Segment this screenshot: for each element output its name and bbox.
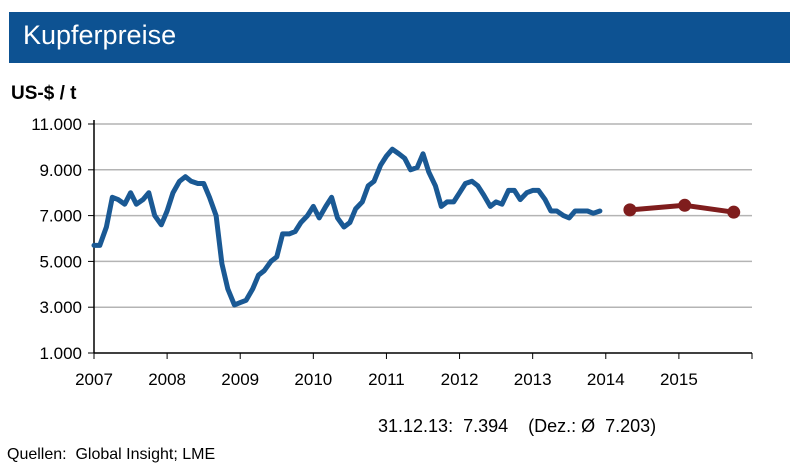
copper-price-line — [91, 146, 603, 308]
forecast-point — [678, 198, 692, 212]
x-tick-label: 2009 — [221, 370, 259, 389]
y-tick-label: 5.000 — [39, 252, 82, 271]
y-tick-label: 7.000 — [39, 207, 82, 226]
y-axis-unit-label: US-$ / t — [11, 83, 77, 104]
forecast-point — [623, 203, 637, 217]
y-tick-label: 1.000 — [39, 344, 82, 363]
x-tick-label: 2011 — [368, 370, 405, 389]
x-tick-label: 2007 — [75, 370, 113, 389]
copper-price-chart: 1.000 3.000 5.000 7.000 9.000 11.000 2007 2008 2… — [31, 115, 753, 389]
x-tick-label: 2010 — [294, 370, 332, 389]
y-tick-label: 11.000 — [31, 115, 82, 134]
y-tick-label: 3.000 — [39, 298, 82, 317]
x-tick-label: 2014 — [587, 370, 625, 389]
x-tick-label: 2015 — [660, 370, 698, 389]
title-bar: Kupferpreise — [9, 12, 790, 63]
x-tick-label: 2012 — [441, 370, 479, 389]
x-tick-label: 2013 — [514, 370, 552, 389]
x-tick-label: 2008 — [148, 370, 186, 389]
y-tick-label: 9.000 — [39, 161, 82, 180]
chart-title: Kupferpreise — [23, 20, 177, 50]
latest-price-note: 31.12.13: 7.394 (Dez.: Ø 7.203) — [378, 416, 657, 436]
source-note: Quellen: Global Insight; LME — [7, 446, 216, 463]
forecast-point — [727, 205, 741, 219]
